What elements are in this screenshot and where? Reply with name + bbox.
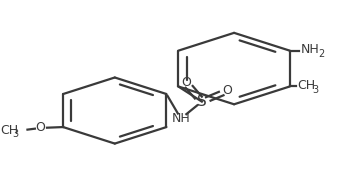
- Text: 2: 2: [318, 49, 325, 59]
- Text: O: O: [181, 76, 191, 89]
- Text: 3: 3: [313, 85, 319, 95]
- Text: 3: 3: [12, 129, 19, 139]
- Text: O: O: [36, 122, 46, 134]
- Text: NH: NH: [172, 112, 190, 125]
- Text: NH: NH: [301, 43, 319, 56]
- Text: CH: CH: [0, 124, 18, 137]
- Text: S: S: [197, 94, 207, 109]
- Text: O: O: [223, 84, 233, 97]
- Text: CH: CH: [297, 79, 316, 92]
